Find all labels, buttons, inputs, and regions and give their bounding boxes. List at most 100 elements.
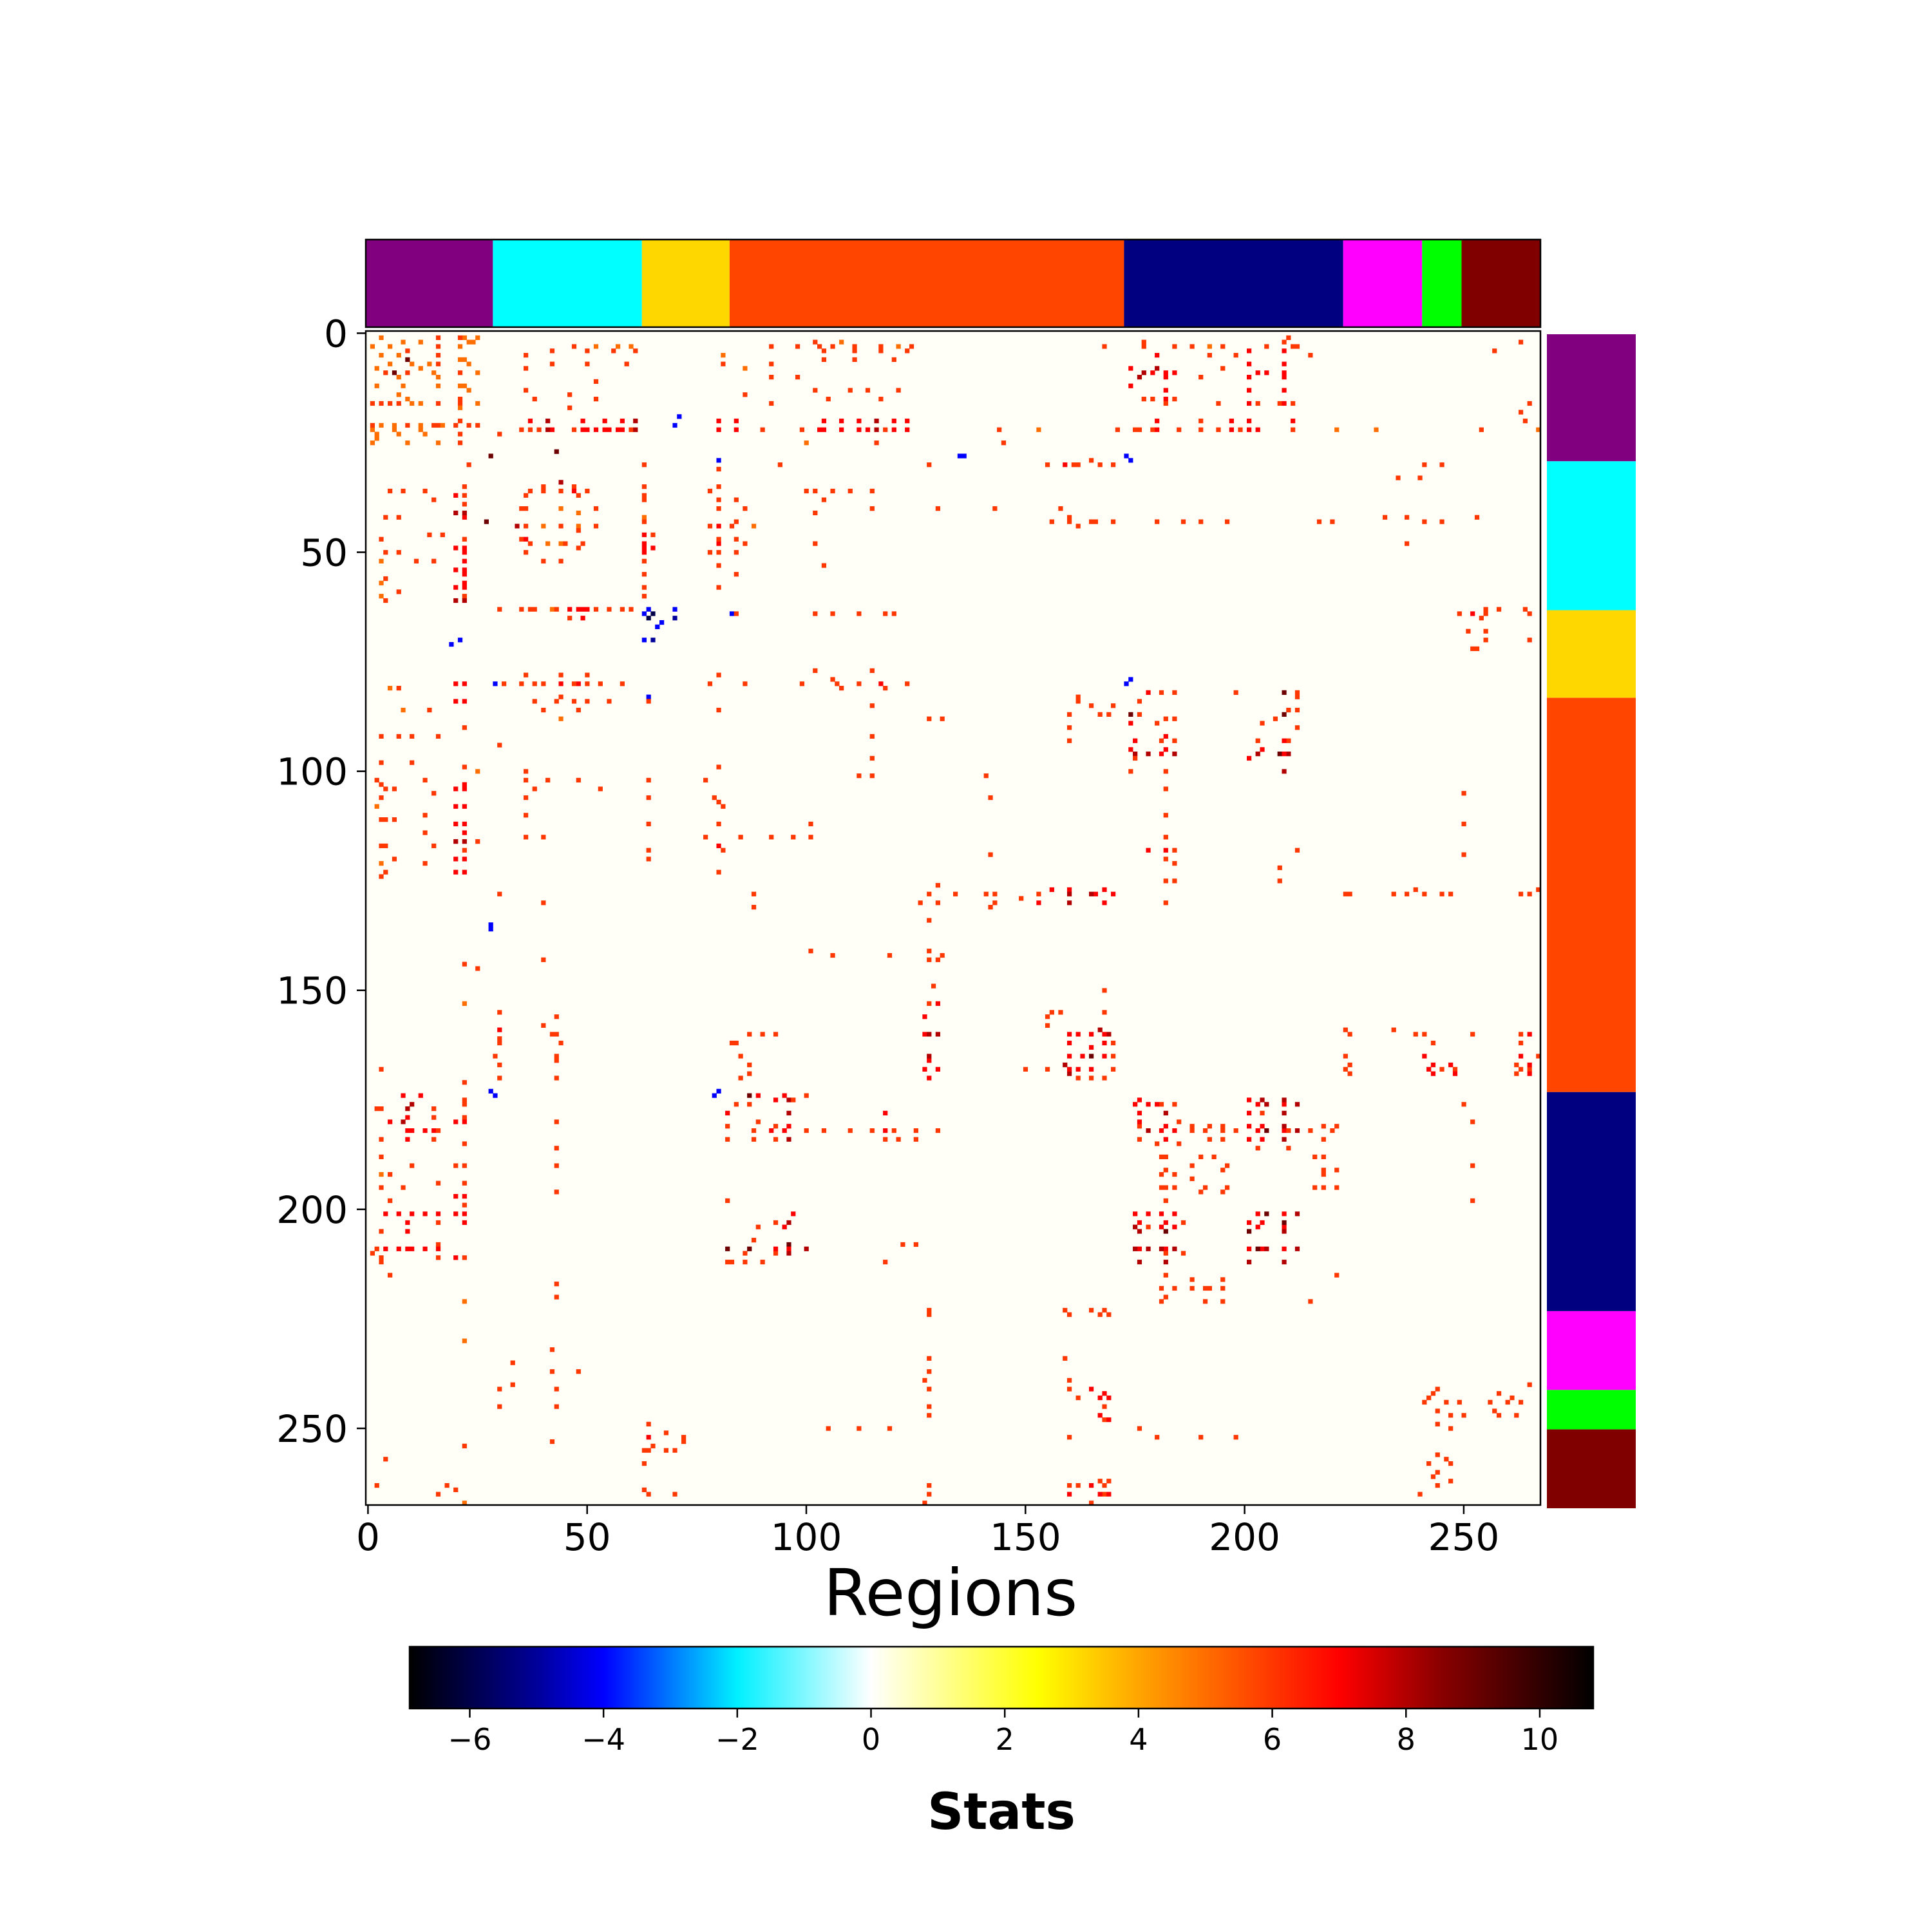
heatmap-cell	[935, 1001, 940, 1006]
heatmap-cell	[1146, 1246, 1151, 1251]
heatmap-cell	[484, 519, 489, 524]
heatmap-cell	[721, 353, 726, 358]
heatmap-cell	[1470, 611, 1475, 616]
top-network-bar	[365, 238, 1542, 328]
heatmap-cell	[1159, 1246, 1164, 1251]
heatmap-cell	[1198, 519, 1204, 524]
heatmap-cell	[1536, 1054, 1541, 1059]
heatmap-cell	[1159, 1224, 1164, 1229]
heatmap-cell	[817, 427, 822, 432]
heatmap-cell	[927, 957, 932, 962]
heatmap-cell	[1102, 1391, 1107, 1396]
heatmap-cell	[1282, 401, 1287, 406]
heatmap-cell	[554, 1032, 559, 1037]
heatmap-cell	[388, 1172, 393, 1177]
heatmap-cell	[769, 401, 774, 406]
heatmap-cell	[524, 813, 529, 818]
heatmap-cell	[716, 427, 721, 432]
heatmap-cell	[383, 1457, 388, 1462]
heatmap-cell	[1172, 861, 1177, 866]
x-tick-label: 250	[1428, 1515, 1500, 1559]
colorbar-tick-label: −2	[715, 1722, 759, 1757]
heatmap-cell	[1137, 375, 1142, 380]
heatmap-cell	[1435, 1408, 1440, 1414]
heatmap-cell	[734, 536, 739, 542]
heatmap-cell	[497, 1387, 502, 1392]
heatmap-cell	[821, 1128, 827, 1133]
heatmap-cell	[379, 335, 384, 340]
heatmap-cell	[1282, 1124, 1287, 1129]
heatmap-cell	[1417, 1492, 1423, 1497]
heatmap-cell	[1106, 712, 1112, 717]
heatmap-cell	[1133, 1246, 1138, 1251]
heatmap-cell	[1308, 1128, 1313, 1133]
heatmap-cell	[1527, 891, 1532, 896]
heatmap-cell	[379, 795, 384, 800]
heatmap-cell	[927, 1482, 932, 1488]
heatmap-cell	[410, 1102, 415, 1107]
heatmap-cell	[1063, 1062, 1068, 1068]
heatmap-cell	[462, 558, 467, 564]
heatmap-cell	[497, 891, 502, 896]
heatmap-cell	[396, 1246, 401, 1251]
colorbar-tick-label: 2	[996, 1722, 1014, 1757]
heatmap-cell	[558, 480, 564, 485]
heatmap-cell	[795, 344, 800, 349]
heatmap-cell	[435, 401, 441, 406]
heatmap-cell	[405, 1229, 410, 1234]
heatmap-cell	[1229, 419, 1234, 424]
heatmap-cell	[1163, 848, 1168, 853]
heatmap-cell	[1141, 344, 1146, 349]
heatmap-cell	[1075, 1482, 1081, 1488]
heatmap-cell	[1282, 752, 1287, 757]
heatmap-cell	[927, 1369, 932, 1374]
heatmap-cell	[769, 1128, 774, 1133]
heatmap-cell	[554, 1189, 559, 1195]
heatmap-cell	[1294, 848, 1300, 853]
heatmap-cell	[1163, 1294, 1168, 1300]
heatmap-cell	[734, 572, 739, 577]
heatmap-cell	[462, 1115, 467, 1120]
heatmap-cell	[466, 422, 471, 428]
heatmap-cell	[532, 397, 537, 402]
heatmap-cell	[760, 427, 765, 432]
heatmap-cell	[1137, 699, 1142, 704]
heatmap-cell	[462, 567, 467, 573]
heatmap-cell	[760, 1032, 765, 1037]
heatmap-cell	[1045, 462, 1050, 468]
heatmap-cell	[988, 795, 993, 800]
heatmap-cell	[1066, 1032, 1072, 1037]
heatmap-cell	[1163, 388, 1168, 393]
heatmap-cell	[379, 782, 384, 787]
heatmap-cell	[957, 453, 963, 459]
y-tick-label: 50	[300, 531, 348, 575]
heatmap-cell	[716, 506, 721, 511]
heatmap-cell	[883, 427, 888, 432]
heatmap-cell	[1527, 401, 1532, 406]
heatmap-cell	[1321, 1137, 1326, 1142]
heatmap-cell	[1510, 1395, 1515, 1401]
heatmap-cell	[558, 558, 564, 564]
heatmap-cell	[1426, 1461, 1432, 1466]
heatmap-cell	[1448, 1479, 1454, 1484]
heatmap-cell	[1133, 1211, 1138, 1217]
heatmap-cell	[405, 348, 410, 354]
heatmap-cell	[1080, 1054, 1085, 1059]
heatmap-cell	[1102, 887, 1107, 893]
heatmap-cell	[431, 558, 437, 564]
heatmap-cell	[773, 1246, 779, 1251]
heatmap-cell	[475, 422, 480, 428]
heatmap-cell	[462, 550, 467, 555]
heatmap-cell	[598, 681, 603, 687]
heatmap-cell	[821, 427, 827, 432]
heatmap-cell	[712, 1093, 717, 1098]
heatmap-frame	[365, 330, 1542, 1506]
heatmap-cell	[1088, 891, 1094, 896]
heatmap-cell	[1128, 383, 1133, 388]
heatmap-cell	[677, 414, 682, 419]
heatmap-cell	[527, 419, 533, 424]
network-segment-top	[493, 240, 642, 327]
heatmap-cell	[388, 488, 393, 494]
heatmap-cell	[1163, 747, 1168, 752]
heatmap-cell	[1426, 1066, 1432, 1072]
